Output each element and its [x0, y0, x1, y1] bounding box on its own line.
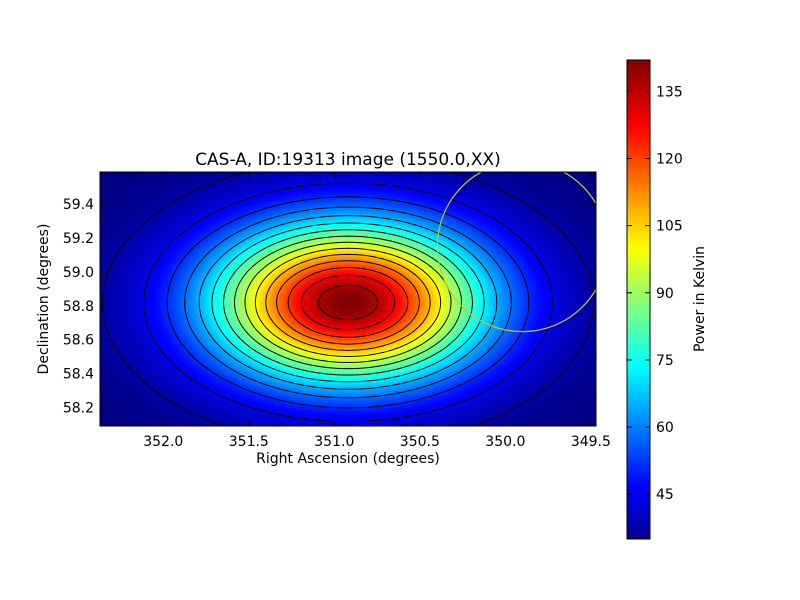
- y-tick-label: 58.6: [63, 333, 94, 349]
- colorbar-tick-label: 45: [656, 487, 674, 503]
- contour-line: [223, 229, 473, 376]
- colorbar-label: Power in Kelvin: [692, 246, 708, 352]
- contour-line: [143, 182, 553, 423]
- contour-line: [244, 241, 452, 363]
- contour-line: [254, 247, 442, 357]
- contour-line: [166, 196, 530, 409]
- x-tick-label: 350.5: [400, 434, 440, 450]
- x-axis: 352.0 351.5 351.0 350.5 350.0 349.5: [143, 172, 611, 450]
- contour-line: [184, 206, 512, 399]
- x-axis-label: Right Ascension (degrees): [256, 451, 440, 467]
- colorbar-tick-label: 120: [656, 151, 683, 167]
- colorbar-tick-label: 105: [656, 219, 683, 235]
- contour-line: [317, 284, 379, 321]
- y-tick-label: 58.4: [63, 367, 94, 383]
- colorbar-tick-label: 90: [656, 286, 674, 302]
- contour-lines: [101, 172, 595, 426]
- y-tick-label: 59.0: [63, 265, 94, 281]
- x-tick-label: 351.0: [314, 434, 354, 450]
- colorbar-tick-label: 60: [656, 420, 674, 436]
- contour-line: [276, 260, 420, 345]
- contour-line: [234, 235, 462, 370]
- marker-circle: [436, 172, 596, 333]
- y-tick-label: 58.2: [63, 400, 94, 416]
- y-axis-label: Declination (degrees): [36, 224, 52, 375]
- contour-line: [287, 267, 409, 338]
- contour-line: [101, 172, 595, 426]
- y-tick-label: 58.8: [63, 299, 94, 315]
- colorbar-tick-label: 135: [656, 84, 683, 100]
- y-tick-label: 59.4: [63, 197, 94, 213]
- contour-line: [211, 222, 485, 383]
- contour-line: [265, 253, 431, 351]
- x-tick-label: 351.5: [229, 434, 269, 450]
- contour-line: [198, 215, 498, 390]
- plot-frame: [99, 171, 597, 427]
- colorbar-tick-label: 75: [656, 353, 674, 369]
- colorbar: [626, 59, 651, 540]
- y-axis: 58.2 58.4 58.6 58.8 59.0 59.2 59.4: [63, 197, 596, 416]
- x-tick-label: 350.0: [485, 434, 525, 450]
- colorbar-ticks: 45 60 75 90 105 120 135: [627, 84, 683, 503]
- heatmap-image: [100, 172, 596, 426]
- x-tick-label: 352.0: [143, 434, 183, 450]
- y-tick-label: 59.2: [63, 231, 94, 247]
- x-tick-label: 349.5: [571, 434, 611, 450]
- chart-title: CAS-A, ID:19313 image (1550.0,XX): [195, 150, 501, 170]
- contour-line: [300, 274, 396, 331]
